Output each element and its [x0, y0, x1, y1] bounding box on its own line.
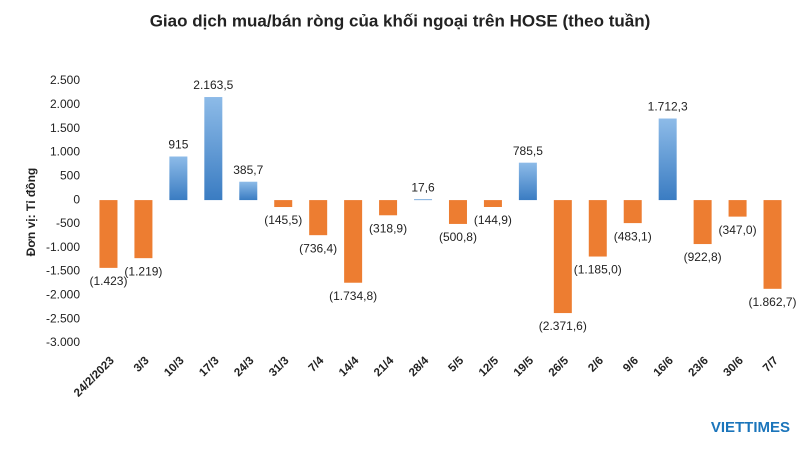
x-tick-label: 10/3 — [162, 355, 186, 379]
value-label: (2.371,6) — [539, 319, 587, 333]
value-label: (1.862,7) — [749, 295, 797, 309]
x-tick-label: 28/4 — [407, 354, 432, 379]
bar — [553, 200, 572, 314]
x-tick-label: 14/4 — [337, 354, 362, 379]
value-label: 17,6 — [411, 180, 435, 194]
value-label: (483,1) — [614, 229, 652, 243]
x-tick-label: 3/3 — [132, 355, 152, 375]
value-label: (144,9) — [474, 213, 512, 227]
y-tick-label: -1.500 — [46, 264, 80, 278]
x-tick-label: 7/7 — [761, 355, 781, 375]
bar — [169, 156, 188, 201]
bar — [448, 200, 467, 224]
bar — [728, 200, 747, 217]
value-label: (1.219) — [124, 264, 162, 278]
y-tick-label: 500 — [60, 168, 80, 182]
bar — [414, 199, 433, 201]
value-label: 385,7 — [233, 163, 263, 177]
x-tick-label: 9/6 — [621, 355, 641, 375]
value-label: 785,5 — [513, 144, 543, 158]
value-label: (1.423) — [89, 274, 127, 288]
x-tick-label: 12/5 — [477, 354, 502, 379]
bar — [99, 200, 118, 268]
value-label: (347,0) — [719, 223, 757, 237]
value-label: (318,9) — [369, 221, 407, 235]
bar — [379, 200, 398, 216]
bar — [204, 97, 223, 201]
y-tick-label: 1.000 — [50, 145, 80, 159]
y-tick-label: -2.500 — [46, 311, 80, 325]
value-label: (1.734,8) — [329, 289, 377, 303]
bar — [693, 200, 712, 245]
bar — [274, 200, 293, 208]
chart-title: Giao dịch mua/bán ròng của khối ngoại tr… — [150, 11, 651, 30]
bar — [344, 200, 363, 283]
x-tick-label: 31/3 — [267, 355, 291, 379]
x-tick-label: 24/2/2023 — [72, 355, 117, 400]
y-tick-label: -2.000 — [46, 288, 80, 302]
x-tick-label: 23/6 — [687, 355, 711, 379]
y-tick-label: 2.500 — [50, 73, 80, 87]
bar — [239, 181, 258, 201]
bar — [518, 162, 537, 201]
x-tick-label: 7/4 — [307, 354, 327, 374]
bar — [763, 200, 782, 289]
x-tick-label: 2/6 — [586, 355, 606, 375]
x-tick-label: 30/6 — [722, 355, 746, 379]
bar — [309, 200, 328, 236]
watermark: VIETTIMES — [711, 419, 790, 436]
x-tick-label: 24/3 — [232, 355, 256, 379]
value-label: (736,4) — [299, 241, 337, 255]
value-label: (922,8) — [684, 250, 722, 264]
bar — [623, 200, 642, 224]
value-label: 915 — [168, 138, 188, 152]
value-label: (1.185,0) — [574, 263, 622, 277]
value-label: (500,8) — [439, 230, 477, 244]
bar — [134, 200, 153, 259]
x-tick-label: 19/5 — [512, 354, 537, 379]
bar — [658, 118, 677, 201]
value-label: 1.712,3 — [648, 100, 688, 114]
y-tick-label: -500 — [56, 216, 80, 230]
y-tick-label: -1.000 — [46, 240, 80, 254]
x-tick-label: 21/4 — [372, 354, 397, 379]
y-tick-label: 2.000 — [50, 97, 80, 111]
value-label: 2.163,5 — [193, 78, 233, 92]
x-tick-label: 16/6 — [652, 355, 676, 379]
x-tick-label: 5/5 — [446, 354, 466, 374]
bar — [588, 200, 607, 257]
y-tick-label: -3.000 — [46, 335, 80, 349]
y-tick-label: 1.500 — [50, 121, 80, 135]
y-tick-label: 0 — [73, 192, 80, 206]
x-tick-label: 17/3 — [197, 355, 221, 379]
bar — [483, 200, 502, 207]
value-label: (145,5) — [264, 213, 302, 227]
x-tick-label: 26/5 — [547, 354, 572, 379]
y-axis-label: Đơn vị: Tỉ đồng — [24, 168, 38, 257]
